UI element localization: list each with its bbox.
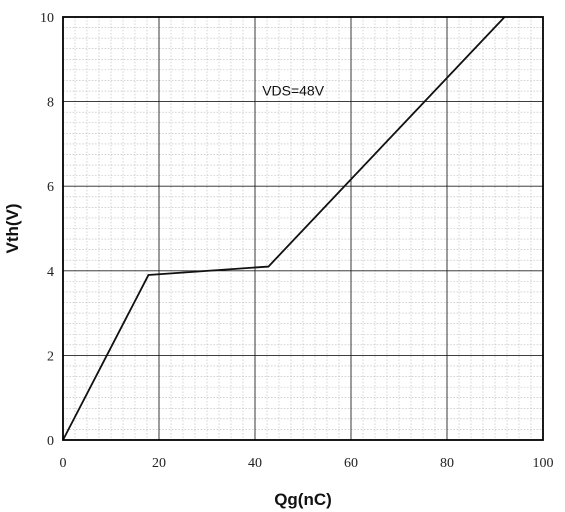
annotation-label: VDS=48V	[262, 82, 325, 98]
series-line-0	[62, 16, 506, 441]
annotations: VDS=48V	[262, 82, 325, 98]
y-tick-label: 8	[47, 96, 54, 111]
y-tick-label: 6	[47, 180, 54, 195]
x-tick-label: 20	[152, 456, 166, 471]
y-tick-label: 0	[47, 434, 54, 449]
grid	[62, 16, 544, 441]
y-tick-label: 10	[40, 11, 54, 26]
x-tick-label: 80	[440, 456, 454, 471]
y-axis-title: Vth(V)	[3, 203, 22, 253]
x-tick-label: 60	[344, 456, 358, 471]
x-axis-title: Qg(nC)	[274, 490, 332, 509]
series-layer	[62, 16, 506, 441]
x-tick-label: 100	[533, 456, 554, 471]
y-tick-label: 4	[47, 265, 54, 280]
y-tick-label: 2	[47, 349, 54, 364]
x-tick-label: 40	[248, 456, 262, 471]
tick-labels: 0 20 40 60 80 100 0 2 4 6 8 10	[40, 11, 554, 471]
x-tick-label: 0	[60, 456, 67, 471]
plot-frame	[62, 16, 544, 441]
